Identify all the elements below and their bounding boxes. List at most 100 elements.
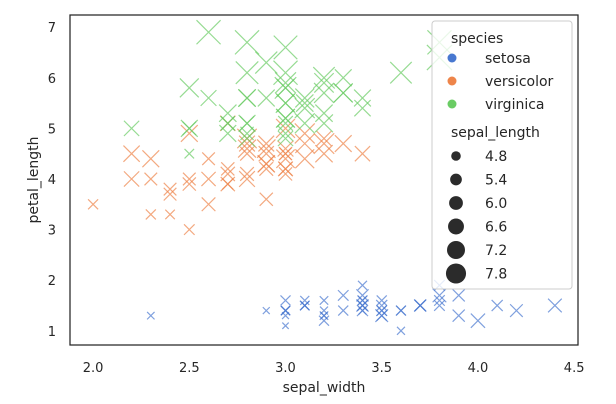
legend-size-marker bbox=[448, 218, 464, 235]
data-point-setosa-13 bbox=[281, 322, 290, 330]
marks-layer bbox=[87, 19, 563, 336]
data-point-virginica-47 bbox=[276, 108, 295, 128]
y-tick-label: 6 bbox=[48, 72, 56, 87]
data-point-virginica-42 bbox=[220, 115, 236, 131]
x-axis-label: sepal_width bbox=[283, 380, 366, 396]
data-point-versicolor-8 bbox=[256, 139, 276, 159]
data-point-virginica-20 bbox=[313, 82, 335, 104]
legend-size-marker bbox=[447, 241, 465, 259]
data-point-versicolor-44 bbox=[220, 161, 235, 176]
series-setosa bbox=[146, 279, 563, 336]
data-point-virginica-8 bbox=[179, 78, 200, 98]
data-point-versicolor-39 bbox=[182, 172, 197, 186]
data-point-virginica-21 bbox=[240, 126, 255, 141]
data-point-setosa-15 bbox=[547, 298, 563, 313]
data-point-virginica-46 bbox=[180, 119, 199, 138]
plot-frame bbox=[69, 14, 579, 346]
data-point-versicolor-6 bbox=[334, 134, 353, 153]
data-point-virginica-38 bbox=[277, 130, 294, 147]
data-point-setosa-8 bbox=[262, 306, 271, 315]
data-point-versicolor-38 bbox=[278, 166, 293, 181]
y-tick-label: 3 bbox=[48, 224, 56, 239]
data-point-setosa-5 bbox=[452, 288, 466, 302]
data-point-versicolor-18 bbox=[123, 145, 141, 163]
legend-size-label: 5.4 bbox=[485, 173, 507, 189]
data-point-setosa-35 bbox=[318, 315, 330, 327]
y-axis-label: petal_length bbox=[26, 136, 42, 223]
data-point-setosa-32 bbox=[491, 299, 504, 312]
data-point-virginica-22 bbox=[234, 29, 260, 55]
data-point-setosa-43 bbox=[376, 295, 388, 306]
legend: species setosa versicolor virginica sepal_… bbox=[431, 20, 573, 290]
data-point-setosa-14 bbox=[470, 313, 486, 329]
data-point-virginica-15 bbox=[314, 104, 334, 123]
data-point-versicolor-2 bbox=[294, 123, 316, 144]
data-point-virginica-3 bbox=[257, 89, 276, 107]
data-point-setosa-22 bbox=[396, 326, 406, 336]
data-point-setosa-19 bbox=[433, 299, 446, 312]
data-point-setosa-17 bbox=[376, 304, 388, 317]
data-point-setosa-40 bbox=[376, 310, 388, 322]
data-point-versicolor-22 bbox=[180, 124, 199, 143]
legend-label-setosa: setosa bbox=[485, 51, 531, 67]
data-point-setosa-26 bbox=[357, 295, 368, 306]
data-point-setosa-41 bbox=[146, 311, 155, 320]
data-point-versicolor-12 bbox=[123, 170, 140, 188]
data-point-setosa-34 bbox=[299, 300, 310, 311]
data-point-versicolor-32 bbox=[220, 176, 236, 192]
data-point-versicolor-15 bbox=[294, 148, 315, 169]
data-point-virginica-11 bbox=[218, 104, 237, 123]
legend-size-marker bbox=[449, 196, 463, 210]
data-point-virginica-29 bbox=[274, 76, 297, 100]
data-point-versicolor-27 bbox=[275, 118, 296, 139]
y-tick-label: 1 bbox=[48, 325, 56, 340]
data-point-virginica-34 bbox=[200, 89, 217, 107]
data-point-versicolor-46 bbox=[259, 161, 274, 177]
data-point-setosa-29 bbox=[319, 295, 329, 306]
data-point-virginica-49 bbox=[277, 115, 294, 132]
y-tick-label: 4 bbox=[48, 173, 56, 188]
data-point-virginica-2 bbox=[274, 71, 297, 94]
data-point-virginica-30 bbox=[235, 61, 259, 85]
data-point-setosa-25 bbox=[280, 295, 291, 306]
data-point-versicolor-36 bbox=[294, 133, 315, 154]
legend-size-label: 4.8 bbox=[485, 149, 507, 165]
data-point-setosa-46 bbox=[433, 294, 446, 307]
data-point-virginica-43 bbox=[313, 72, 335, 93]
data-point-virginica-19 bbox=[123, 120, 140, 137]
x-tick-label: 2.0 bbox=[83, 361, 104, 376]
data-point-virginica-6 bbox=[184, 148, 195, 159]
x-tick-label: 4.0 bbox=[468, 361, 489, 376]
data-point-virginica-48 bbox=[353, 99, 372, 117]
data-point-versicolor-35 bbox=[354, 145, 371, 162]
x-tick-label: 4.5 bbox=[564, 361, 585, 376]
data-point-versicolor-31 bbox=[163, 187, 177, 201]
data-point-setosa-33 bbox=[509, 303, 524, 318]
data-point-virginica-35 bbox=[273, 60, 298, 86]
data-point-versicolor-48 bbox=[183, 223, 196, 236]
data-point-virginica-16 bbox=[276, 93, 295, 113]
data-point-versicolor-0 bbox=[313, 132, 335, 155]
data-point-versicolor-45 bbox=[278, 161, 293, 177]
legend-species-entries: setosa versicolor virginica bbox=[447, 51, 554, 113]
data-point-versicolor-42 bbox=[201, 171, 217, 187]
data-point-setosa-20 bbox=[356, 288, 369, 302]
legend-size-label: 6.0 bbox=[485, 196, 507, 212]
data-point-virginica-36 bbox=[353, 89, 372, 107]
data-point-versicolor-37 bbox=[141, 149, 160, 168]
data-point-setosa-45 bbox=[280, 305, 291, 316]
legend-size-label: 7.2 bbox=[485, 243, 507, 259]
legend-size-label: 7.8 bbox=[485, 267, 507, 283]
legend-size-entries: 4.8 5.4 6.0 6.6 7.2 7.8 bbox=[445, 149, 507, 284]
data-point-virginica-25 bbox=[312, 66, 336, 89]
data-point-versicolor-20 bbox=[316, 130, 332, 147]
data-point-versicolor-7 bbox=[164, 209, 176, 220]
x-tick-label: 2.5 bbox=[179, 361, 200, 376]
data-point-versicolor-47 bbox=[257, 155, 275, 173]
data-point-setosa-47 bbox=[319, 306, 329, 315]
data-point-setosa-30 bbox=[299, 295, 310, 306]
data-point-versicolor-43 bbox=[145, 208, 157, 220]
data-point-virginica-40 bbox=[294, 88, 315, 108]
